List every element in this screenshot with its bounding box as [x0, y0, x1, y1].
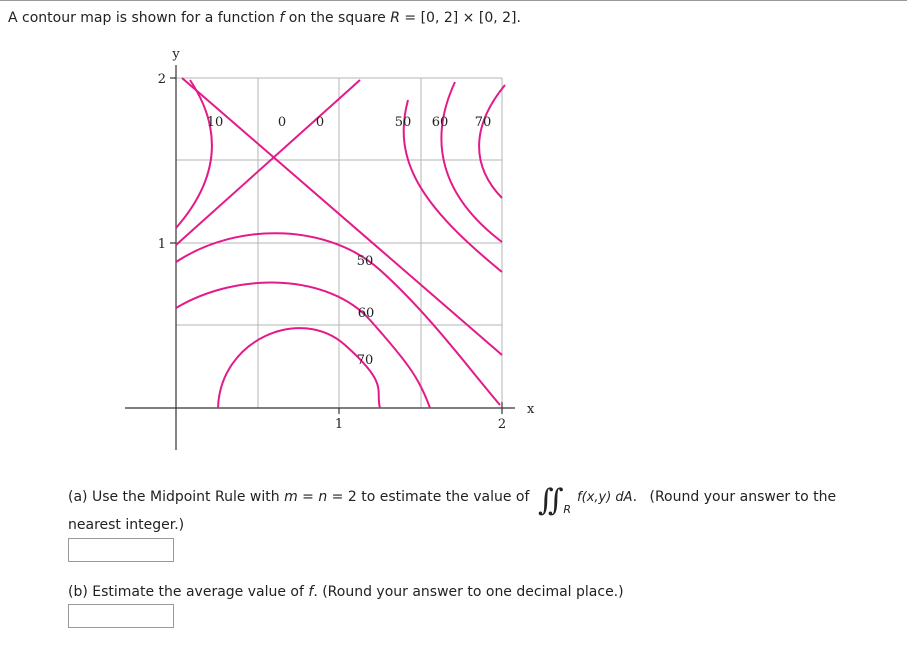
- answer-input[interactable]: [68, 538, 174, 562]
- contour-map: y x 2 1 1 2 10 0 0 50 60 70 50 60 70: [125, 47, 535, 450]
- text: on the square: [284, 10, 391, 26]
- text: n: [318, 489, 328, 505]
- contour-label: 60: [358, 306, 375, 321]
- contour-label: 10: [207, 115, 224, 130]
- tick-label: 2: [498, 417, 506, 432]
- tick-label: 1: [335, 417, 343, 432]
- text: f: [308, 584, 314, 600]
- axis-label: y: [171, 47, 180, 62]
- problem-statement: A contour map is shown for a function f …: [8, 10, 521, 26]
- axes: [125, 65, 515, 450]
- contour-label: 50: [395, 115, 412, 130]
- contour-label: 50: [357, 254, 374, 269]
- text: = [0, 2] × [0, 2].: [399, 10, 521, 26]
- integral-sign: ∬: [537, 483, 564, 518]
- contour-label: 0: [316, 115, 324, 130]
- contour-label: 70: [357, 353, 374, 368]
- text: m: [284, 489, 298, 505]
- part-a-note: nearest integer.): [68, 517, 185, 533]
- tick-label: 1: [158, 237, 166, 252]
- part-a: (a) Use the Midpoint Rule with m = n = 2…: [68, 483, 836, 518]
- axis-label: x: [527, 402, 535, 417]
- tick-label: 2: [158, 72, 166, 87]
- text: A contour map is shown for a function: [8, 10, 280, 26]
- text: f(x,y) dA: [577, 490, 633, 505]
- contours: [175, 77, 506, 409]
- text: R: [390, 10, 400, 26]
- text: (b) Estimate the average value of: [68, 584, 309, 600]
- divider: [0, 0, 907, 1]
- text: f: [279, 10, 285, 26]
- contour-label: 70: [475, 115, 492, 130]
- text: (a) Use the Midpoint Rule with: [68, 489, 285, 505]
- contour-label: 0: [278, 115, 286, 130]
- text: = 2 to estimate the value of: [327, 489, 534, 505]
- text: .: [632, 489, 638, 505]
- grid: [176, 77, 503, 408]
- text: R: [563, 503, 572, 516]
- text: =: [297, 489, 319, 505]
- text: . (Round your answer to one decimal plac…: [313, 584, 624, 600]
- answer-input[interactable]: [68, 604, 174, 628]
- contour-label: 60: [432, 115, 449, 130]
- part-b: (b) Estimate the average value of f. (Ro…: [68, 584, 624, 600]
- text: (Round your answer to the: [649, 489, 837, 505]
